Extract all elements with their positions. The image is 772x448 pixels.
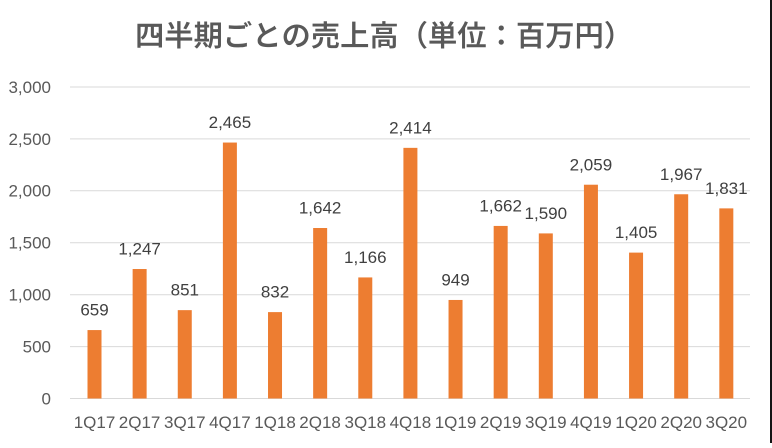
svg-text:2Q17: 2Q17 <box>119 413 161 432</box>
svg-text:1,166: 1,166 <box>344 248 387 267</box>
svg-text:2,059: 2,059 <box>570 155 613 174</box>
svg-text:1Q19: 1Q19 <box>435 413 477 432</box>
svg-text:0: 0 <box>42 389 51 408</box>
svg-text:1,405: 1,405 <box>615 223 658 242</box>
svg-text:1,000: 1,000 <box>8 286 51 305</box>
svg-text:3,000: 3,000 <box>8 78 51 97</box>
svg-text:1,967: 1,967 <box>660 165 703 184</box>
svg-text:2,000: 2,000 <box>8 182 51 201</box>
svg-text:2,414: 2,414 <box>389 118 432 137</box>
svg-text:659: 659 <box>80 301 108 320</box>
svg-text:3Q20: 3Q20 <box>706 413 748 432</box>
svg-text:2,465: 2,465 <box>209 113 252 132</box>
svg-text:4Q17: 4Q17 <box>209 413 251 432</box>
svg-text:1Q20: 1Q20 <box>615 413 657 432</box>
svg-text:1,642: 1,642 <box>299 199 342 218</box>
svg-text:2Q20: 2Q20 <box>660 413 702 432</box>
svg-text:949: 949 <box>441 271 469 290</box>
svg-text:1,590: 1,590 <box>525 204 568 223</box>
svg-text:2Q19: 2Q19 <box>480 413 522 432</box>
svg-text:3Q18: 3Q18 <box>345 413 387 432</box>
svg-text:1,247: 1,247 <box>118 240 161 259</box>
svg-text:1Q18: 1Q18 <box>254 413 296 432</box>
svg-text:1,831: 1,831 <box>705 179 748 198</box>
svg-text:1,662: 1,662 <box>479 197 522 216</box>
svg-text:1Q17: 1Q17 <box>74 413 116 432</box>
svg-text:500: 500 <box>23 338 51 357</box>
svg-text:4Q18: 4Q18 <box>390 413 432 432</box>
svg-text:1,500: 1,500 <box>8 234 51 253</box>
svg-text:851: 851 <box>171 281 199 300</box>
svg-text:2Q18: 2Q18 <box>299 413 341 432</box>
svg-text:4Q19: 4Q19 <box>570 413 612 432</box>
svg-text:2,500: 2,500 <box>8 130 51 149</box>
svg-text:832: 832 <box>261 283 289 302</box>
svg-text:3Q17: 3Q17 <box>164 413 206 432</box>
svg-text:3Q19: 3Q19 <box>525 413 567 432</box>
